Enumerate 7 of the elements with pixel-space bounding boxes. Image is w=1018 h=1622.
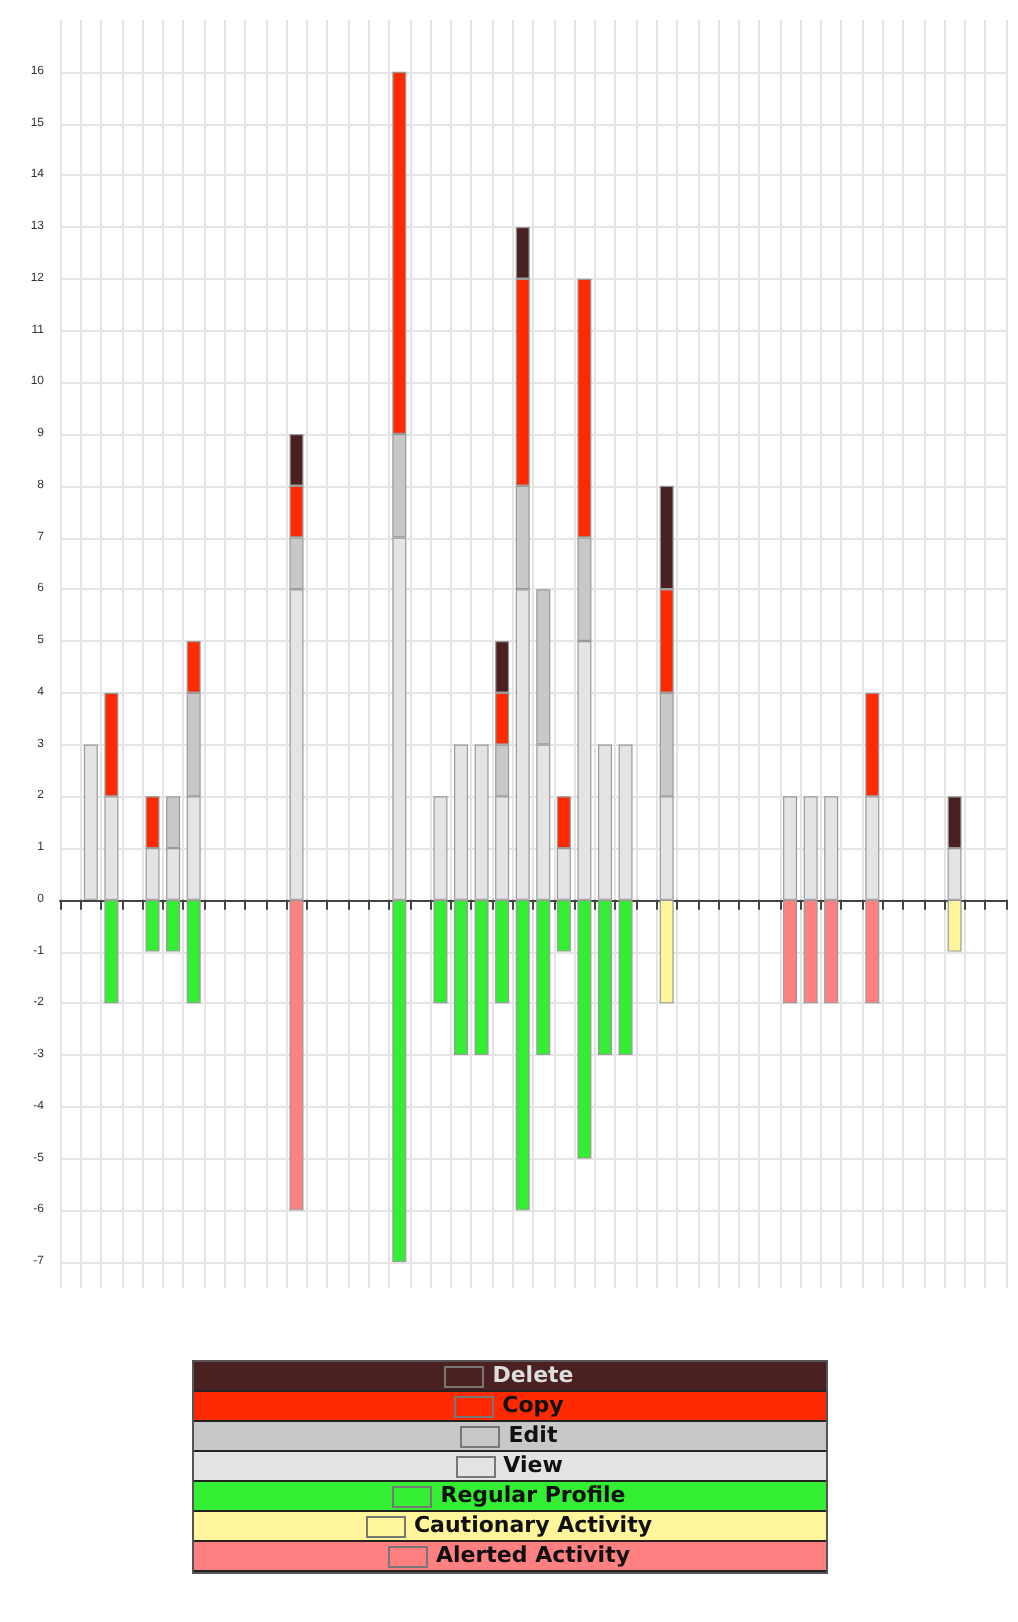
legend-label: Edit	[508, 1422, 558, 1450]
legend-label: View	[503, 1452, 563, 1480]
legend-label: Alerted Activity	[435, 1542, 631, 1570]
legend-label: Cautionary Activity	[413, 1512, 653, 1540]
legend-label: Delete	[492, 1362, 574, 1390]
legend-label: Regular Profile	[440, 1482, 626, 1510]
legend-label: Copy	[502, 1392, 564, 1420]
